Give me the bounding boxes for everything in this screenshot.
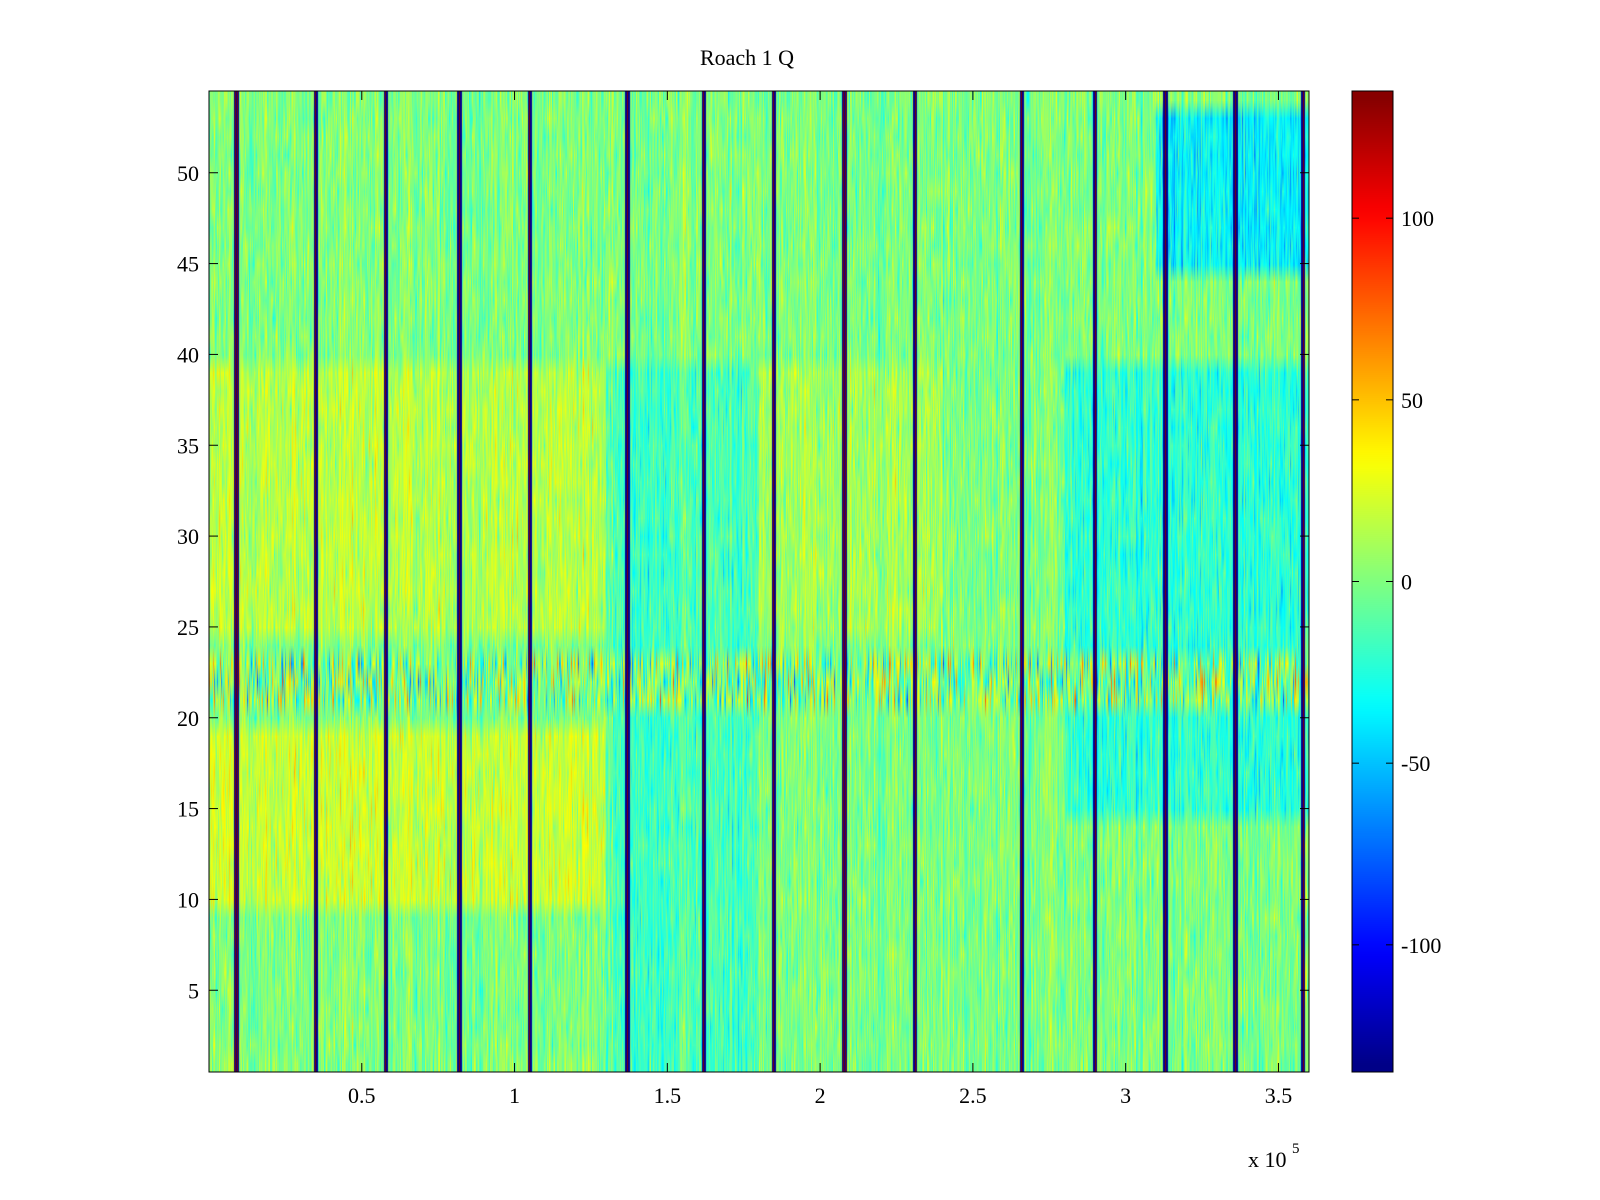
colorbar-tick-label: 50 bbox=[1401, 388, 1423, 413]
x-tick-label: 0.5 bbox=[348, 1083, 376, 1108]
colorbar-tick-label: 0 bbox=[1401, 570, 1412, 595]
x-tick-label: 1 bbox=[509, 1083, 520, 1108]
y-tick-label: 15 bbox=[177, 797, 199, 822]
heatmap-plot-area bbox=[209, 91, 1309, 1072]
y-axis: 5 10 15 20 25 30 35 40 45 50 bbox=[177, 161, 1309, 1003]
x-tick-label: 2 bbox=[815, 1083, 826, 1108]
colorbar-tick-label: 100 bbox=[1401, 206, 1434, 231]
y-tick-label: 50 bbox=[177, 161, 199, 186]
y-tick-label: 30 bbox=[177, 524, 199, 549]
y-tick-label: 20 bbox=[177, 706, 199, 731]
x-axis-multiplier-exponent: 5 bbox=[1292, 1141, 1300, 1157]
x-tick-label: 3.5 bbox=[1265, 1083, 1293, 1108]
y-tick-label: 40 bbox=[177, 342, 199, 367]
x-tick-label: 2.5 bbox=[959, 1083, 987, 1108]
heatmap-image bbox=[209, 91, 1309, 1072]
y-tick-label: 5 bbox=[188, 978, 199, 1003]
x-tick-label: 3 bbox=[1120, 1083, 1131, 1108]
colorbar-tick-label: -100 bbox=[1401, 933, 1441, 958]
colorbar-tick-label: -50 bbox=[1401, 751, 1430, 776]
x-axis: 0.5 1 1.5 2 2.5 3 3.5 bbox=[348, 91, 1292, 1108]
chart-title: Roach 1 Q bbox=[700, 45, 794, 70]
y-tick-label: 45 bbox=[177, 252, 199, 277]
y-tick-label: 35 bbox=[177, 433, 199, 458]
colorbar-axis: -100 -50 0 50 100 bbox=[1352, 206, 1441, 958]
plot-frame bbox=[208, 90, 1310, 1073]
y-tick-label: 25 bbox=[177, 615, 199, 640]
x-axis-multiplier-base: x 10 bbox=[1248, 1147, 1287, 1172]
y-tick-label: 10 bbox=[177, 887, 199, 912]
x-axis-multiplier: x 10 5 bbox=[1248, 1141, 1300, 1172]
x-tick-label: 1.5 bbox=[654, 1083, 682, 1108]
